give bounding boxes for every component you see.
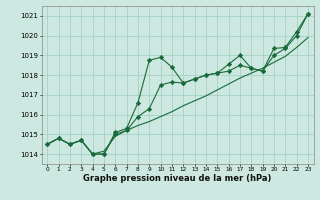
X-axis label: Graphe pression niveau de la mer (hPa): Graphe pression niveau de la mer (hPa) <box>84 174 272 183</box>
